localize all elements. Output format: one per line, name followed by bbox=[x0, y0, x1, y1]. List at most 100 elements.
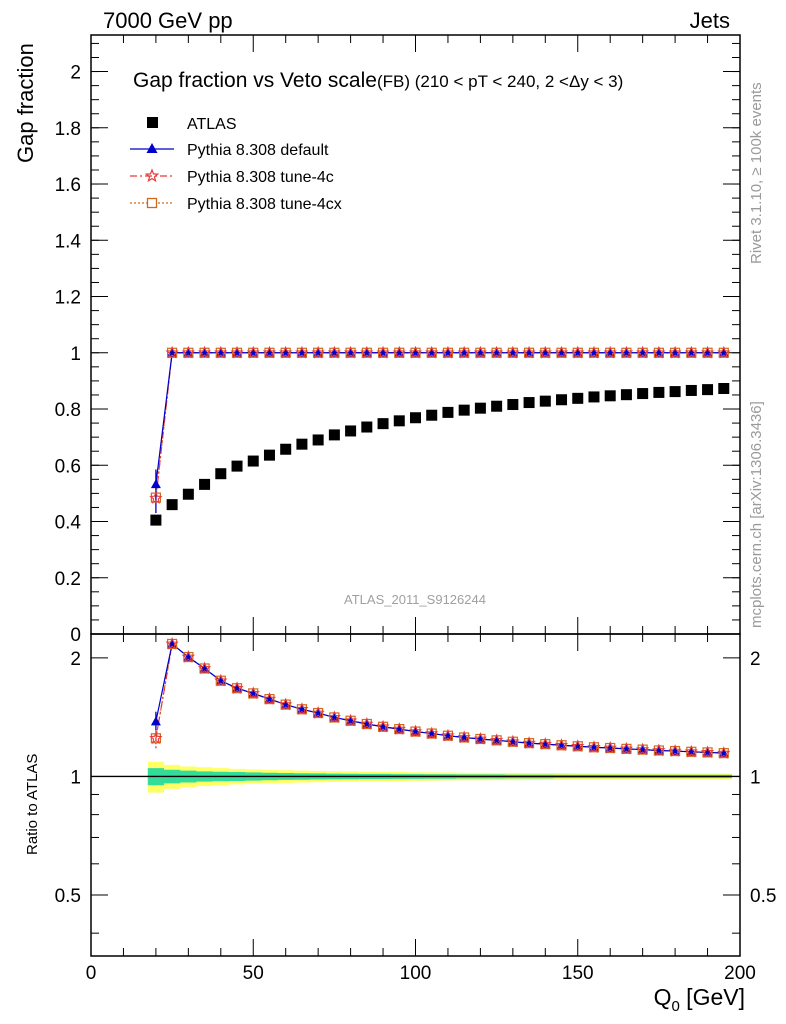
atlas-data-point bbox=[637, 388, 649, 400]
tune4c-data-point bbox=[717, 345, 731, 359]
top-y-tick-label: 1 bbox=[70, 344, 81, 365]
x-tick-label: 200 bbox=[724, 963, 756, 984]
tune4c-data-point bbox=[262, 345, 277, 359]
ratio-y-tick-label-right: 1 bbox=[750, 767, 761, 788]
ratio-y-tick-label-right: 0.5 bbox=[750, 886, 776, 907]
top-panel-axis: 0 0.2 0.4 0.6 0.8 1 1.2 1.4 1.6 1.8 2 bbox=[55, 35, 741, 646]
ratio-tune4c-point bbox=[441, 728, 455, 742]
ratio-tune4c-point bbox=[489, 733, 504, 747]
tune4c-data-point bbox=[425, 345, 439, 359]
tune4c-data-point bbox=[571, 345, 585, 359]
atlas-data-point bbox=[182, 488, 194, 500]
tune4c-data-point bbox=[684, 345, 698, 359]
ratio-tune4c-point bbox=[506, 734, 520, 748]
ratio-tune4c-point bbox=[165, 636, 179, 650]
atlas-data-point bbox=[588, 391, 600, 403]
atlas-data-point bbox=[604, 390, 616, 402]
atlas-data-point bbox=[328, 429, 340, 441]
tune4c-data-point bbox=[441, 345, 455, 359]
tune4c-data-point bbox=[214, 345, 228, 359]
ratio-tune4c-point bbox=[717, 746, 731, 759]
tune4c-data-point bbox=[538, 345, 552, 359]
tune4c-data-point bbox=[327, 345, 342, 359]
tune4c-data-point bbox=[668, 345, 682, 359]
tune4c-data-point bbox=[652, 345, 666, 359]
ratio-y-tick-label-right: 2 bbox=[750, 649, 761, 670]
plot-title-sub: (FB) (210 < pT < 240, 2 <Δy < 3) bbox=[377, 72, 623, 91]
ratio-tune4c-point bbox=[587, 740, 601, 753]
top-y-tick-label: 1.8 bbox=[55, 119, 81, 140]
ratio-tune4c-point bbox=[554, 738, 569, 751]
atlas-data-point bbox=[393, 415, 405, 427]
atlas-data-point bbox=[263, 449, 275, 461]
top-panel-marks bbox=[149, 345, 731, 526]
legend-tune4cx-marker bbox=[146, 197, 158, 209]
ratio-panel-frame bbox=[90, 633, 741, 957]
atlas-data-point bbox=[150, 514, 162, 526]
ratio-tune4c-point bbox=[538, 737, 552, 750]
header-beam-label: 7000 GeV pp bbox=[103, 8, 233, 33]
ratio-tune4c-point bbox=[181, 650, 196, 663]
ratio-tune4c-point bbox=[376, 719, 390, 733]
atlas-data-point bbox=[361, 421, 373, 433]
plot-title-main: Gap fraction vs Veto scale bbox=[133, 69, 377, 92]
tune4c-data-point bbox=[408, 345, 423, 359]
ratio-y-tick-label: 2 bbox=[70, 649, 81, 670]
tune4c-data-point bbox=[376, 345, 390, 359]
ratio-tune4c-point bbox=[311, 706, 325, 719]
tune4c-data-point bbox=[165, 345, 179, 359]
legend-tune4cx-label: Pythia 8.308 tune-4cx bbox=[187, 196, 342, 213]
legend-tune4c-label: Pythia 8.308 tune-4c bbox=[187, 169, 334, 186]
ratio-tune4c-point bbox=[343, 713, 358, 727]
legend-entry-tune4cx: Pythia 8.308 tune-4cx bbox=[130, 196, 342, 213]
top-y-tick-label: 2 bbox=[70, 63, 81, 84]
tune4c-data-point bbox=[457, 345, 471, 359]
top-y-tick-label: 1.6 bbox=[55, 175, 81, 196]
legend-entry-atlas: ATLAS bbox=[147, 116, 237, 133]
legend-star-shape bbox=[144, 168, 160, 183]
ratio-tune4c-point bbox=[246, 686, 260, 700]
tune4c-data-point bbox=[635, 345, 650, 359]
top-y-tick-label: 0.6 bbox=[55, 456, 81, 477]
ratio-tune4c-point bbox=[279, 697, 293, 711]
ratio-uncertainty-band bbox=[91, 761, 740, 793]
atlas-data-point bbox=[685, 384, 697, 396]
top-y-tick-label: 0.4 bbox=[55, 513, 82, 534]
tune4c-data-point bbox=[489, 345, 504, 359]
atlas-data-point bbox=[474, 402, 486, 414]
tune4c-line bbox=[155, 352, 724, 499]
ratio-tune4c-point bbox=[295, 702, 309, 715]
legend-tune4c-marker bbox=[144, 168, 160, 183]
ratio-tune4c-point bbox=[214, 673, 228, 687]
legend-entry-tune4c: Pythia 8.308 tune-4c bbox=[130, 168, 334, 186]
ratio-y-tick-label: 0.5 bbox=[55, 886, 81, 907]
ratio-tune4c-point bbox=[457, 730, 471, 744]
ratio-y-axis-label: Ratio to ATLAS bbox=[24, 754, 41, 855]
tune4c-data-point bbox=[603, 345, 617, 359]
ratio-tune4c-point bbox=[392, 722, 406, 735]
legend-default-label: Pythia 8.308 default bbox=[187, 142, 329, 159]
legend: ATLAS Pythia 8.308 default Pythia 8.308 … bbox=[130, 116, 342, 213]
atlas-data-point bbox=[377, 418, 389, 430]
tune4c-data-point bbox=[181, 345, 196, 359]
atlas-data-point bbox=[556, 394, 568, 406]
ratio-tune4c-point bbox=[425, 726, 439, 740]
tune4c-data-point bbox=[392, 345, 406, 359]
ratio-default-line bbox=[155, 642, 724, 754]
ratio-tune4c-point bbox=[197, 661, 212, 675]
atlas-data-point bbox=[653, 386, 665, 398]
ratio-tune4c-line bbox=[155, 642, 724, 754]
top-y-tick-label: 1.2 bbox=[55, 288, 81, 309]
default-data-point bbox=[150, 479, 161, 489]
ratio-panel-axis: 0.5 0.5 1 1 2 2 0 50 100 150 200 bbox=[55, 634, 776, 984]
analysis-watermark: ATLAS_2011_S9126244 bbox=[344, 592, 486, 607]
ratio-tune4c-point bbox=[522, 736, 536, 749]
atlas-data-point bbox=[491, 400, 503, 412]
tune4c-data-point bbox=[554, 345, 569, 359]
x-axis-label-main: Q bbox=[654, 984, 672, 1010]
ratio-tune4cx-line bbox=[155, 642, 724, 754]
tune4c-data-point bbox=[506, 345, 520, 359]
tune4cx-line bbox=[155, 352, 724, 498]
ratio-default-point bbox=[150, 716, 161, 726]
ratio-tune4c-point bbox=[603, 741, 617, 754]
